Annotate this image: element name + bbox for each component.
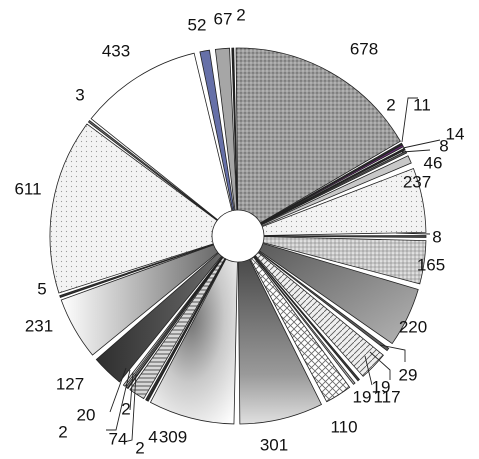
pie-slice	[258, 242, 419, 345]
pie-slice	[261, 167, 427, 236]
slice-label: 67	[214, 9, 233, 28]
slice-label: 117	[373, 387, 400, 406]
slice-label: 11	[413, 95, 431, 114]
slice-label: 46	[424, 153, 443, 172]
pie-slice	[258, 250, 390, 352]
slice-label: 19	[353, 387, 372, 406]
slice-label: 220	[399, 317, 427, 336]
slice-label: 4	[148, 427, 157, 446]
pie-slice	[253, 255, 356, 385]
slice-label: 2	[135, 438, 144, 457]
slice-label: 74	[109, 429, 128, 448]
leader-line	[401, 149, 431, 153]
slice-label: 301	[260, 435, 288, 454]
pie-slice	[263, 235, 427, 238]
slice-label: 611	[14, 179, 41, 198]
pie-slice	[260, 144, 404, 225]
pie-slice	[87, 119, 219, 221]
slice-label: 309	[159, 427, 187, 446]
slice-label: 3	[75, 85, 84, 104]
pie-slice	[254, 251, 384, 377]
pie-slice	[59, 243, 214, 298]
slice-label: 52	[188, 15, 207, 34]
leader-line	[109, 367, 127, 413]
pie-slice	[231, 47, 238, 211]
leader-line	[364, 355, 373, 386]
pie-slice	[262, 236, 427, 285]
slice-label: 231	[25, 316, 53, 335]
leader-line	[379, 344, 406, 362]
slice-label: 110	[330, 417, 357, 436]
pie-slice	[260, 155, 412, 227]
pie-slice	[49, 123, 218, 294]
slice-label: 237	[403, 172, 431, 191]
leader-line	[401, 97, 418, 143]
pie-slice	[90, 52, 233, 221]
leader-line	[369, 351, 391, 380]
slice-label: 8	[432, 227, 441, 246]
slice-label: 29	[399, 365, 418, 384]
slice-label: 8	[439, 136, 448, 155]
pie-slice	[129, 256, 226, 400]
pie-slice	[149, 258, 238, 425]
pie-slice	[199, 49, 235, 212]
pie-slice	[122, 256, 223, 387]
slice-label: 5	[37, 279, 46, 298]
slice-label: 19	[372, 377, 391, 396]
slice-label: 2	[58, 422, 67, 441]
slice-label: 14	[446, 124, 465, 143]
leader-line	[123, 373, 137, 443]
pie-slice	[237, 258, 322, 425]
leader-line	[402, 139, 441, 149]
leader-line	[106, 369, 131, 431]
slice-label: 2	[121, 399, 130, 418]
slice-label: 20	[77, 405, 96, 424]
pie-slice	[254, 255, 361, 382]
pie-slice	[235, 47, 401, 224]
pie-slice	[145, 258, 227, 402]
slice-label: 433	[102, 41, 130, 60]
slice-label: 2	[386, 95, 395, 114]
pie-slice	[249, 256, 351, 403]
slice-label: 165	[417, 255, 445, 274]
slice-label: 2	[236, 5, 245, 24]
slice-label: 127	[56, 374, 84, 393]
leader-lines	[106, 97, 441, 443]
pie-slices	[49, 47, 427, 425]
pie-slice	[60, 244, 219, 356]
leader-line	[129, 371, 134, 411]
pie-slice	[214, 47, 238, 211]
pie-slice	[95, 252, 223, 383]
leader-line	[395, 232, 431, 235]
slice-label: 678	[350, 39, 378, 58]
